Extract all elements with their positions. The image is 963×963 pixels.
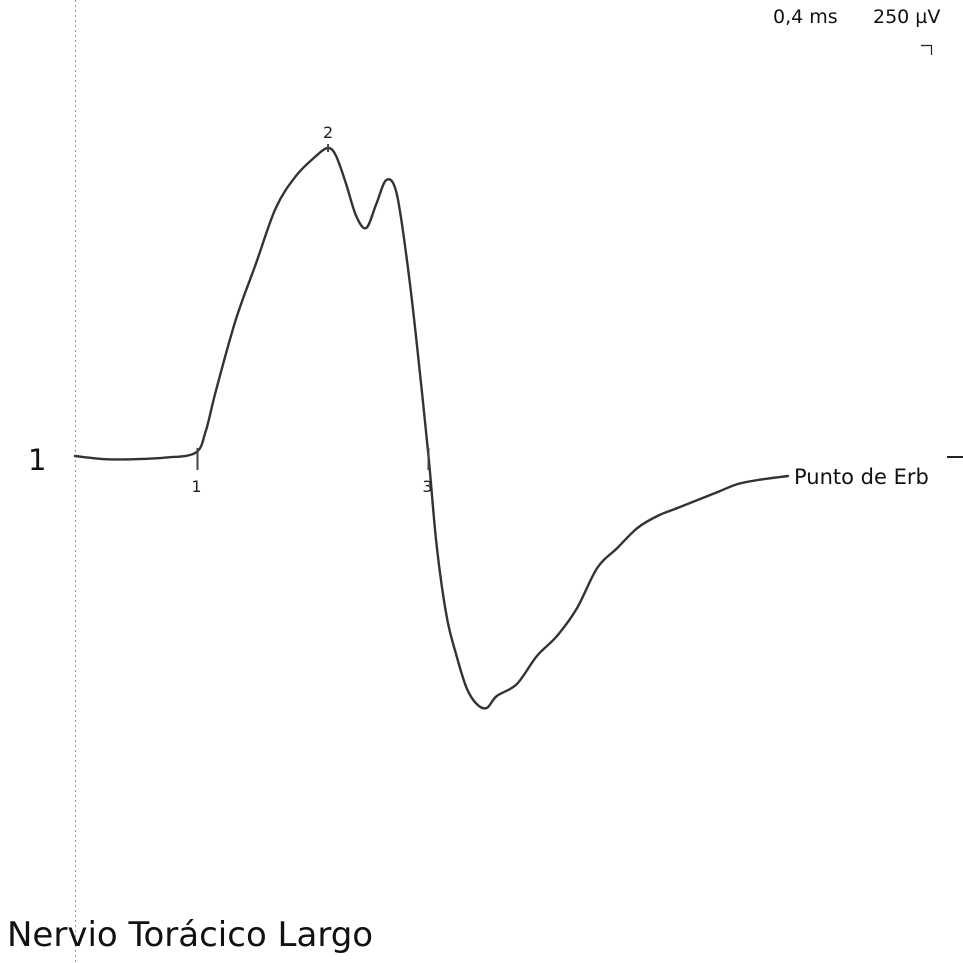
latency-marker-2-label: 2 [323, 123, 333, 142]
trace-number: 1 [28, 443, 47, 477]
latency-marker-3-label: 3 [422, 477, 432, 496]
trace-label: Punto de Erb [794, 465, 929, 489]
time-scale-label: 0,4 ms [773, 6, 838, 28]
latency-marker-1-label: 1 [191, 477, 201, 496]
waveform-trace [73, 146, 790, 710]
scale-corner-mark [921, 44, 933, 55]
nerve-title: Nervio Torácico Largo [7, 915, 374, 955]
amplitude-scale-label: 250 µV [873, 6, 941, 28]
